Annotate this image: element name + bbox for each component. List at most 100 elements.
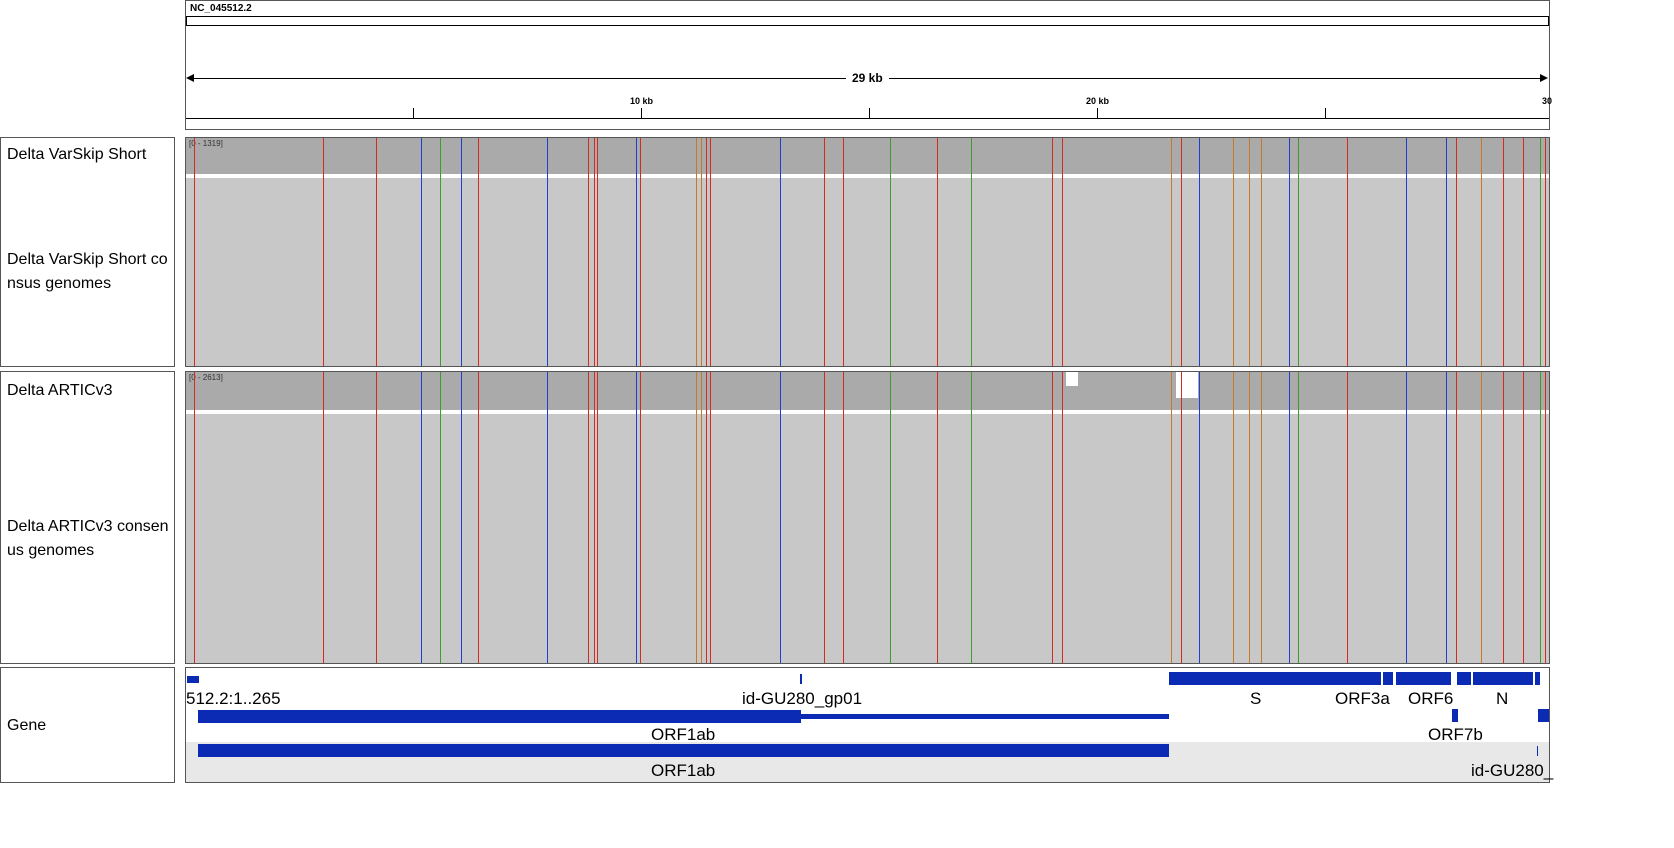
coverage-dropout: [1066, 372, 1078, 386]
coverage-track-varskip[interactable]: [186, 138, 1549, 174]
variant-line: [1446, 138, 1447, 366]
track-name-varskip-coverage[interactable]: Delta VarSkip Short: [7, 146, 147, 163]
variant-line: [1545, 138, 1546, 366]
data-panel-gene: 512.2:1..265 id-GU280_gp01 S ORF3a ORF6 …: [185, 667, 1553, 783]
variant-line: [636, 372, 637, 663]
ruler-baseline: [186, 118, 1549, 119]
span-arrow-right: [1540, 74, 1548, 82]
ruler-tick: [413, 108, 414, 118]
ruler-tick: [641, 108, 642, 118]
variant-line: [971, 372, 972, 663]
variant-line: [971, 138, 972, 366]
variant-line: [824, 372, 825, 663]
track-name-articv3-coverage[interactable]: Delta ARTICv3: [7, 382, 113, 399]
variant-line: [323, 372, 324, 663]
variant-line: [1181, 138, 1182, 366]
ideogram-bar[interactable]: [186, 16, 1549, 26]
variant-line: [1052, 138, 1053, 366]
variant-line: [701, 138, 702, 366]
variant-line: [1347, 372, 1348, 663]
tick-label-20kb: 20 kb: [1086, 96, 1110, 106]
coverage-track-articv3[interactable]: [186, 372, 1549, 410]
gene-label-orf1ab-1: ORF1ab: [651, 725, 716, 744]
variant-line: [478, 372, 479, 663]
variant-line: [1289, 138, 1290, 366]
variant-line: [706, 372, 707, 663]
variant-line: [1062, 372, 1063, 663]
consensus-track-varskip[interactable]: [186, 178, 1549, 366]
variant-line: [1289, 372, 1290, 663]
variant-line: [1181, 372, 1182, 663]
gene-orf3a-block[interactable]: [1383, 672, 1393, 685]
variant-line: [440, 372, 441, 663]
variant-line: [1540, 372, 1541, 663]
variant-line: [843, 372, 844, 663]
chromosome-label: NC_045512.2: [190, 3, 252, 14]
gene-orf6-block[interactable]: [1396, 672, 1451, 685]
variant-line: [780, 372, 781, 663]
variant-line: [194, 372, 195, 663]
variant-line: [706, 138, 707, 366]
gene-s-block[interactable]: [1169, 672, 1381, 685]
variant-line: [440, 138, 441, 366]
ruler-tick: [1325, 108, 1326, 118]
track-name-varskip-consensus[interactable]: Delta VarSkip Short co nsus genomes: [7, 251, 168, 292]
gene-label-orf6: ORF6: [1408, 689, 1454, 708]
gene-orf7-block[interactable]: [1457, 672, 1471, 685]
track-name-articv3-consensus[interactable]: Delta ARTICv3 consen us genomes: [7, 518, 169, 559]
gene-tail-block-2[interactable]: [1538, 709, 1549, 722]
track-name-gene[interactable]: Gene: [7, 717, 47, 734]
variant-line: [594, 138, 595, 366]
tick-label-10kb: 10 kb: [630, 96, 654, 106]
gene-gp01-marker[interactable]: [800, 674, 802, 684]
variant-line: [547, 138, 548, 366]
gene-label-n: N: [1496, 689, 1509, 708]
variant-line: [1347, 138, 1348, 366]
variant-line: [1456, 372, 1457, 663]
variant-line: [696, 372, 697, 663]
variant-line: [1406, 138, 1407, 366]
variant-line: [640, 372, 641, 663]
variant-line: [376, 138, 377, 366]
variant-line: [1261, 372, 1262, 663]
gene-tail-marker[interactable]: [1537, 746, 1538, 756]
variant-line: [640, 138, 641, 366]
variant-line: [780, 138, 781, 366]
variant-line: [547, 372, 548, 663]
gene-orf7b-block[interactable]: [1452, 709, 1458, 722]
variant-line: [937, 372, 938, 663]
variant-line: [461, 372, 462, 663]
variant-line: [1481, 372, 1482, 663]
variant-line: [636, 138, 637, 366]
variant-line: [696, 138, 697, 366]
variant-line: [1298, 372, 1299, 663]
variant-line: [890, 372, 891, 663]
gene-label-gp01: id-GU280_gp01: [742, 689, 863, 708]
variant-line: [597, 138, 598, 366]
variant-line: [1456, 138, 1457, 366]
variant-line: [843, 138, 844, 366]
data-panel-varskip: [0 - 1319]: [185, 137, 1550, 367]
variant-line: [1052, 372, 1053, 663]
variant-line: [461, 138, 462, 366]
name-panel-varskip: Delta VarSkip Short Delta VarSkip Short …: [0, 137, 175, 367]
variant-lines-varskip: [186, 138, 1549, 366]
consensus-track-articv3[interactable]: [186, 414, 1549, 663]
gene-orf1ab-bar-1-tail[interactable]: [801, 714, 1169, 719]
variant-line: [701, 372, 702, 663]
gene-orf1ab-bar-1[interactable]: [198, 710, 801, 723]
variant-line: [1503, 138, 1504, 366]
variant-line: [1503, 372, 1504, 663]
gene-region-start[interactable]: [187, 676, 199, 683]
tick-label-30kb: 30: [1542, 96, 1553, 106]
variant-line: [1523, 372, 1524, 663]
variant-line: [1406, 372, 1407, 663]
variant-line: [1249, 372, 1250, 663]
gene-n-block[interactable]: [1473, 672, 1533, 685]
coverage-range-articv3: [0 - 2613]: [189, 373, 223, 382]
variant-line: [1261, 138, 1262, 366]
span-label: 29 kb: [846, 71, 889, 85]
span-arrow-left: [186, 74, 194, 82]
gene-tail-block[interactable]: [1535, 672, 1540, 685]
gene-orf1ab-bar-2[interactable]: [198, 744, 1169, 757]
